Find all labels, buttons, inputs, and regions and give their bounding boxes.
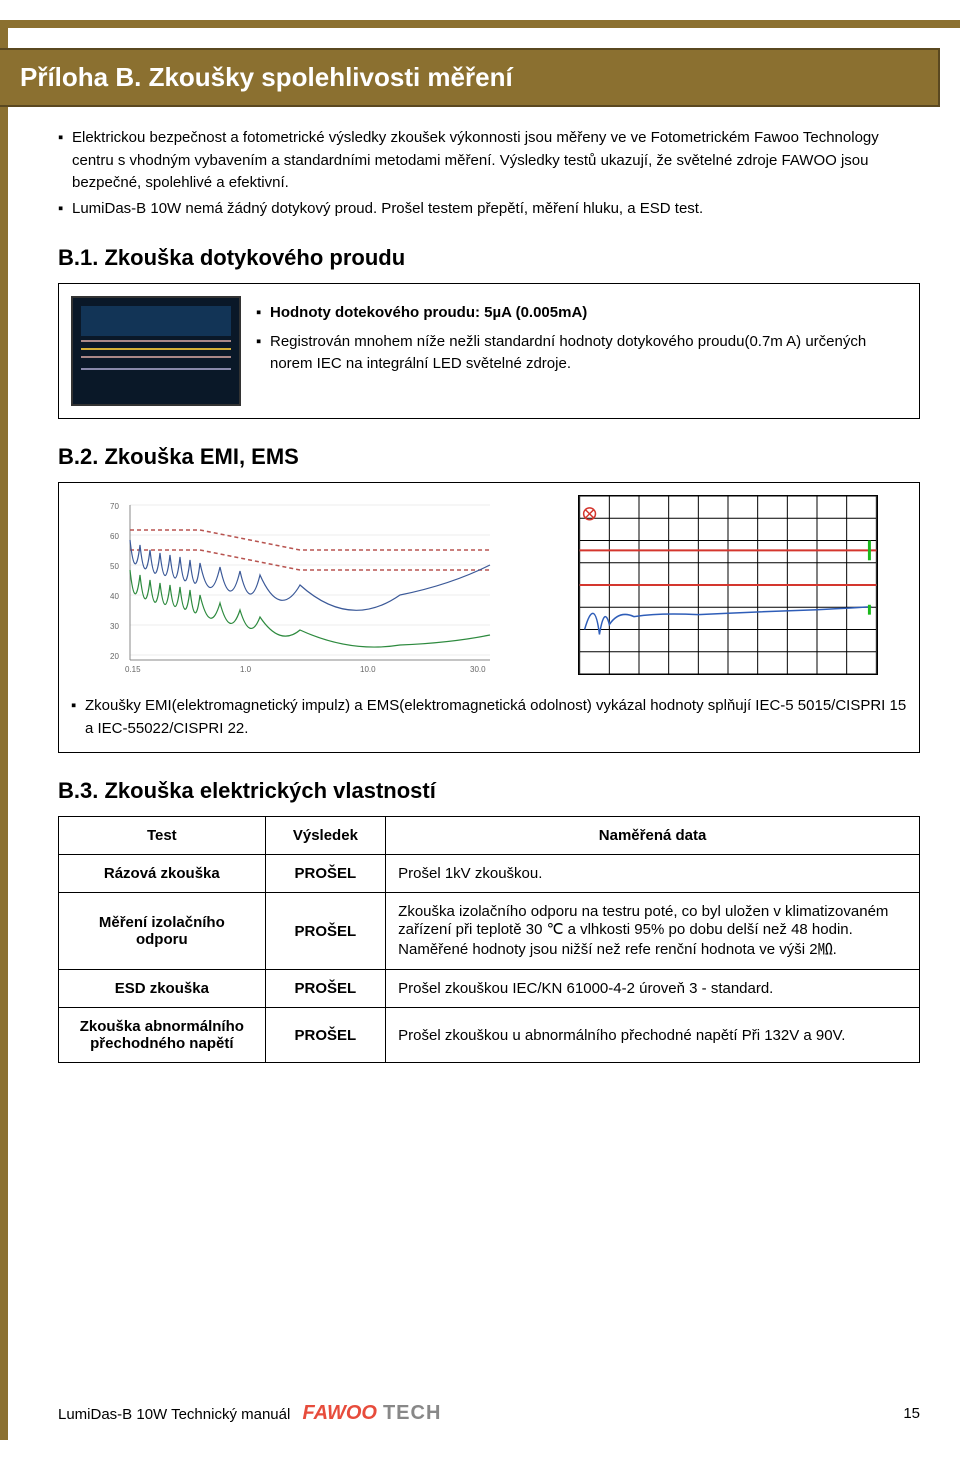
- b2-list: Zkoušky EMI(elektromagnetický impulz) a …: [71, 695, 907, 740]
- table-cell: Prošel zkouškou IEC/KN 61000-4-2 úroveň …: [386, 970, 920, 1008]
- table-header: Naměřená data: [386, 817, 920, 855]
- table-header: Výsledek: [265, 817, 386, 855]
- svg-text:0.15: 0.15: [125, 665, 141, 674]
- section-b1-box: Hodnoty dotekového proudu: 5µA (0.005mA)…: [58, 283, 920, 419]
- b3-table: Test Výsledek Naměřená data Rázová zkouš…: [58, 816, 920, 1063]
- intro-item: Elektrickou bezpečnost a fotometrické vý…: [58, 127, 920, 195]
- b1-list: Hodnoty dotekového proudu: 5µA (0.005mA)…: [256, 296, 907, 382]
- intro-list: Elektrickou bezpečnost a fotometrické vý…: [58, 127, 920, 220]
- table-cell: Prošel 1kV zkouškou.: [386, 855, 920, 893]
- svg-text:30.0: 30.0: [470, 665, 486, 674]
- table-cell: Zkouška izolačního odporu na testru poté…: [386, 893, 920, 970]
- svg-text:30: 30: [110, 622, 119, 631]
- logo-tech-text: TECH: [383, 1402, 441, 1425]
- table-row: Měření izolačního odporu PROŠEL Zkouška …: [59, 893, 920, 970]
- svg-text:20: 20: [110, 652, 119, 661]
- footer-text: LumiDas-B 10W Technický manuál: [58, 1406, 290, 1423]
- svg-text:40: 40: [110, 592, 119, 601]
- b1-item: Hodnoty dotekového proudu: 5µA (0.005mA): [256, 302, 907, 325]
- b2-item: Zkoušky EMI(elektromagnetický impulz) a …: [71, 695, 907, 740]
- table-cell: PROŠEL: [265, 855, 386, 893]
- table-cell: Zkouška abnormálního přechodného napětí: [59, 1008, 266, 1063]
- intro-item: LumiDas-B 10W nemá žádný dotykový proud.…: [58, 198, 920, 221]
- page-title: Příloha B. Zkoušky spolehlivosti měření: [0, 48, 940, 107]
- svg-text:60: 60: [110, 532, 119, 541]
- section-b3-heading: B.3. Zkouška elektrických vlastností: [58, 778, 920, 804]
- table-cell: Prošel zkouškou u abnormálního přechodné…: [386, 1008, 920, 1063]
- table-cell: PROŠEL: [265, 1008, 386, 1063]
- fawoo-logo: FAWOO TECH: [303, 1402, 442, 1425]
- oscilloscope-image: [71, 296, 241, 406]
- b1-item: Registrován mnohem níže nežli standardní…: [256, 331, 907, 376]
- table-row: Zkouška abnormálního přechodného napětí …: [59, 1008, 920, 1063]
- table-row: ESD zkouška PROŠEL Prošel zkouškou IEC/K…: [59, 970, 920, 1008]
- table-cell: Rázová zkouška: [59, 855, 266, 893]
- section-b1-heading: B.1. Zkouška dotykového proudu: [58, 245, 920, 271]
- table-cell: PROŠEL: [265, 893, 386, 970]
- logo-fawoo-text: FAWOO: [303, 1402, 377, 1425]
- svg-text:10.0: 10.0: [360, 665, 376, 674]
- section-b2-heading: B.2. Zkouška EMI, EMS: [58, 444, 920, 470]
- table-cell: PROŠEL: [265, 970, 386, 1008]
- table-cell: Měření izolačního odporu: [59, 893, 266, 970]
- ems-chart: [578, 495, 878, 675]
- table-cell: ESD zkouška: [59, 970, 266, 1008]
- page-number: 15: [903, 1405, 920, 1422]
- svg-text:70: 70: [110, 502, 119, 511]
- section-b2-box: 70 60 50 40 30 20 0.15 1.0 10.0 30.0: [58, 482, 920, 753]
- table-row: Rázová zkouška PROŠEL Prošel 1kV zkouško…: [59, 855, 920, 893]
- page-footer: LumiDas-B 10W Technický manuál FAWOO TEC…: [58, 1402, 920, 1425]
- svg-text:1.0: 1.0: [240, 665, 252, 674]
- svg-text:50: 50: [110, 562, 119, 571]
- table-header-row: Test Výsledek Naměřená data: [59, 817, 920, 855]
- emi-chart: 70 60 50 40 30 20 0.15 1.0 10.0 30.0: [100, 495, 500, 675]
- table-header: Test: [59, 817, 266, 855]
